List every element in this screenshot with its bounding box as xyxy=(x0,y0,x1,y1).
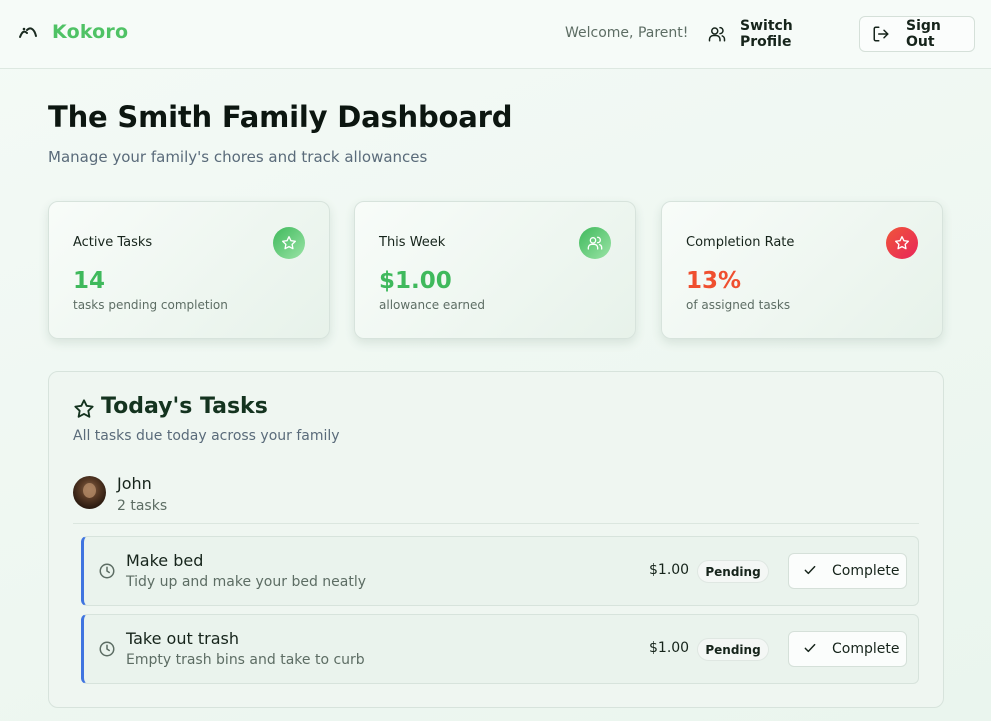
log-out-icon xyxy=(872,25,890,43)
avatar xyxy=(73,476,106,509)
task-title: Make bed xyxy=(126,551,204,570)
brand-name[interactable]: Kokoro xyxy=(52,21,129,43)
member-task-count: 2 tasks xyxy=(117,498,168,514)
stat-value: $1.00 xyxy=(379,268,452,294)
sign-out-button[interactable]: Sign Out xyxy=(859,16,975,52)
complete-button[interactable]: Complete xyxy=(788,553,907,589)
switch-profile-label: Switch Profile xyxy=(740,18,793,50)
task-amount: $1.00 xyxy=(649,640,690,656)
task-row: Make bed Tidy up and make your bed neatl… xyxy=(81,536,919,606)
star-icon xyxy=(886,227,918,259)
stat-card-this-week: This Week $1.00 allowance earned xyxy=(354,201,636,339)
users-icon xyxy=(579,227,611,259)
task-description: Empty trash bins and take to curb xyxy=(126,652,365,668)
status-badge: Pending xyxy=(697,638,769,661)
complete-button[interactable]: Complete xyxy=(788,631,907,667)
task-row: Take out trash Empty trash bins and take… xyxy=(81,614,919,684)
stat-card-active-tasks: Active Tasks 14 tasks pending completion xyxy=(48,201,330,339)
check-icon xyxy=(802,562,820,580)
tasks-panel-title: Today's Tasks xyxy=(101,394,268,419)
stat-label: Completion Rate xyxy=(686,235,795,250)
status-badge: Pending xyxy=(697,560,769,583)
stat-description: tasks pending completion xyxy=(73,298,228,312)
todays-tasks-panel: Today's Tasks All tasks due today across… xyxy=(48,371,944,708)
star-icon xyxy=(74,399,94,418)
welcome-text: Welcome, Parent! xyxy=(565,25,689,41)
logo-icon xyxy=(19,27,37,38)
check-icon xyxy=(802,640,820,658)
clock-icon xyxy=(99,641,115,657)
complete-button-label: Complete xyxy=(832,563,900,579)
tasks-panel-subtitle: All tasks due today across your family xyxy=(73,428,340,444)
task-title: Take out trash xyxy=(126,629,239,648)
switch-profile-button[interactable]: Switch Profile xyxy=(698,16,844,52)
sign-out-label: Sign Out xyxy=(906,18,941,50)
member-header: John 2 tasks xyxy=(73,474,919,524)
stat-description: allowance earned xyxy=(379,298,485,312)
task-description: Tidy up and make your bed neatly xyxy=(126,574,367,590)
member-name: John xyxy=(117,474,152,493)
page-title: The Smith Family Dashboard xyxy=(48,100,513,134)
stat-label: This Week xyxy=(379,235,446,250)
stat-card-completion-rate: Completion Rate 13% of assigned tasks xyxy=(661,201,943,339)
top-bar: Kokoro Welcome, Parent! Switch Profile S… xyxy=(0,0,991,69)
clock-icon xyxy=(99,563,115,579)
complete-button-label: Complete xyxy=(832,641,900,657)
stat-value: 14 xyxy=(73,268,106,294)
stat-description: of assigned tasks xyxy=(686,298,791,312)
stat-label: Active Tasks xyxy=(73,235,153,250)
users-icon xyxy=(708,25,726,43)
task-amount: $1.00 xyxy=(649,562,690,578)
star-icon xyxy=(273,227,305,259)
page-subtitle: Manage your family's chores and track al… xyxy=(48,148,428,166)
stat-value: 13% xyxy=(686,268,742,294)
